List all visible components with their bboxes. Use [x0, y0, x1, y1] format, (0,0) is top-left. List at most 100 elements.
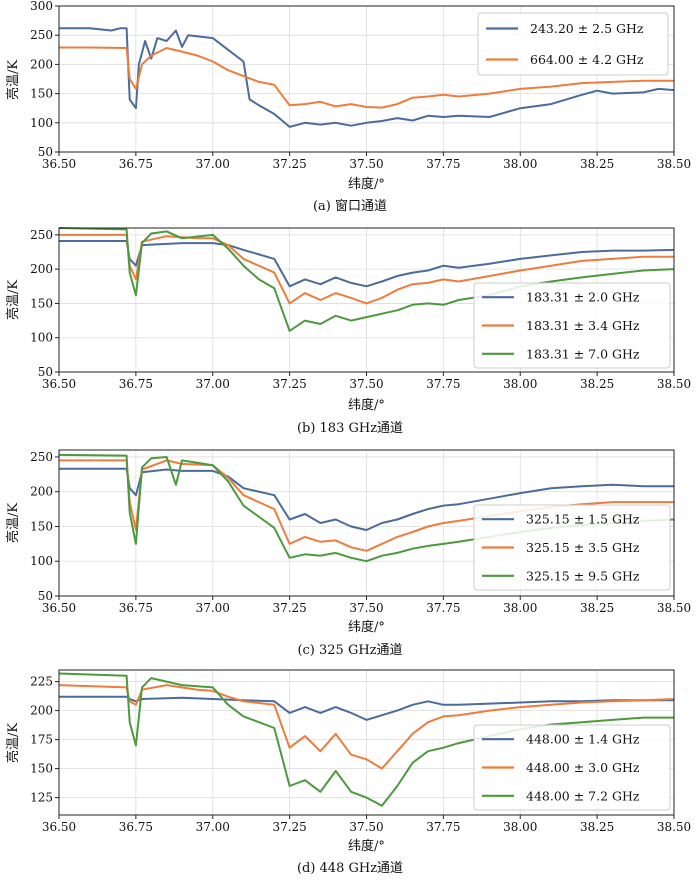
x-tick-label: 37.00 [196, 601, 230, 615]
chart-panel-2: 36.50 36.75 37.00 37.25 37.50 37.75 38.00 38.25… [5, 227, 691, 436]
x-tick-label: 38.25 [580, 157, 614, 171]
y-tick-label: 100 [30, 116, 53, 130]
y-tick-label: 50 [38, 365, 53, 379]
legend-label: 183.31 ± 2.0 GHz [526, 290, 640, 305]
y-tick-label: 300 [30, 0, 53, 13]
series-line-1 [59, 695, 674, 721]
legend-label: 664.00 ± 4.2 GHz [530, 52, 644, 67]
y-tick-label: 150 [30, 87, 53, 101]
x-tick-label: 36.75 [119, 157, 153, 171]
x-tick-label: 37.75 [426, 157, 460, 171]
legend-label: 448.00 ± 1.4 GHz [526, 732, 640, 747]
x-tick-label: 37.75 [426, 377, 460, 391]
y-tick-label: 225 [30, 675, 53, 689]
legend-box [473, 504, 671, 591]
y-axis-label: 亮温/K [5, 280, 21, 320]
x-tick-label: 37.25 [272, 157, 306, 171]
x-tick-label: 37.25 [272, 601, 306, 615]
x-tick-label: 38.00 [503, 157, 537, 171]
x-tick-label: 38.25 [580, 601, 614, 615]
x-axis-label: 纬度/° [348, 619, 385, 635]
x-tick-label: 38.50 [657, 820, 691, 834]
legend: 183.31 ± 2.0 GHz 183.31 ± 3.4 GHz 183.31 ±… [473, 282, 671, 369]
x-tick-label: 38.50 [657, 377, 691, 391]
panel-caption: (b) 183 GHz通道 [297, 421, 403, 436]
panel-caption: (a) 窗口通道 [313, 198, 387, 214]
x-tick-label: 36.50 [42, 820, 76, 834]
y-tick-label: 250 [30, 450, 53, 464]
y-tick-label: 250 [30, 28, 53, 42]
x-tick-label: 37.25 [272, 820, 306, 834]
legend-box [473, 282, 671, 369]
y-tick-label: 50 [38, 589, 53, 603]
x-tick-label: 38.50 [657, 157, 691, 171]
y-tick-label: 200 [30, 485, 53, 499]
x-axis-label: 纬度/° [348, 397, 385, 413]
x-tick-label: 36.75 [119, 377, 153, 391]
x-tick-label: 37.75 [426, 601, 460, 615]
y-tick-label: 125 [30, 791, 53, 805]
legend-label: 325.15 ± 3.5 GHz [526, 540, 640, 555]
legend-box [477, 12, 669, 76]
x-tick-label: 38.25 [580, 377, 614, 391]
x-tick-label: 36.75 [119, 601, 153, 615]
x-tick-label: 37.00 [196, 820, 230, 834]
y-tick-label: 100 [30, 554, 53, 568]
y-tick-label: 175 [30, 733, 53, 747]
x-tick-label: 38.00 [503, 820, 537, 834]
x-tick-label: 38.50 [657, 601, 691, 615]
x-tick-label: 38.00 [503, 377, 537, 391]
x-tick-label: 38.00 [503, 601, 537, 615]
x-tick-label: 37.50 [349, 157, 383, 171]
y-tick-label: 150 [30, 296, 53, 310]
legend-label: 183.31 ± 7.0 GHz [526, 346, 640, 361]
legend-label: 448.00 ± 3.0 GHz [526, 760, 640, 775]
panel-caption: (d) 448 GHz通道 [297, 861, 403, 876]
y-tick-label: 100 [30, 331, 53, 345]
y-tick-label: 200 [30, 262, 53, 276]
x-tick-label: 36.50 [42, 157, 76, 171]
y-tick-label: 150 [30, 762, 53, 776]
series-line-2 [59, 233, 674, 305]
x-axis-label: 纬度/° [348, 176, 385, 192]
x-tick-label: 37.00 [196, 157, 230, 171]
chart-panel-4: 36.50 36.75 37.00 37.25 37.50 37.75 38.00 38.25… [5, 669, 691, 876]
series-line-2 [59, 46, 674, 109]
x-tick-label: 37.50 [349, 820, 383, 834]
y-tick-label: 200 [30, 57, 53, 71]
y-axis-label: 亮温/K [5, 503, 21, 543]
y-tick-label: 200 [30, 704, 53, 718]
x-axis-label: 纬度/° [348, 838, 385, 854]
x-tick-label: 37.50 [349, 601, 383, 615]
x-tick-label: 36.75 [119, 820, 153, 834]
x-tick-label: 36.50 [42, 601, 76, 615]
legend-box [473, 724, 671, 811]
chart-panel-3: 36.50 36.75 37.00 37.25 37.50 37.75 38.00 38.25… [5, 449, 691, 658]
y-tick-label: 250 [30, 228, 53, 242]
series-line-1 [59, 467, 674, 531]
panel-caption: (c) 325 GHz通道 [297, 643, 402, 658]
y-tick-label: 150 [30, 519, 53, 533]
series-line-1 [59, 240, 675, 288]
x-tick-label: 37.00 [196, 377, 230, 391]
legend-label: 448.00 ± 7.2 GHz [526, 788, 640, 803]
series-line-2 [58, 684, 675, 770]
legend-label: 183.31 ± 3.4 GHz [526, 318, 640, 333]
legend: 243.20 ± 2.5 GHz 664.00 ± 4.2 GHz [477, 12, 669, 76]
legend-label: 243.20 ± 2.5 GHz [530, 21, 644, 36]
x-tick-label: 36.50 [42, 377, 76, 391]
y-axis-label: 亮温/K [5, 723, 21, 763]
x-tick-label: 37.75 [426, 820, 460, 834]
x-tick-label: 37.50 [349, 377, 383, 391]
series-line-1 [59, 27, 675, 128]
x-tick-label: 37.25 [272, 377, 306, 391]
x-tick-label: 38.25 [580, 820, 614, 834]
legend: 448.00 ± 1.4 GHz 448.00 ± 3.0 GHz 448.00 ±… [473, 724, 671, 811]
legend-label: 325.15 ± 9.5 GHz [526, 568, 640, 583]
legend-label: 325.15 ± 1.5 GHz [526, 512, 640, 527]
legend: 325.15 ± 1.5 GHz 325.15 ± 3.5 GHz 325.15 ±… [473, 504, 671, 591]
chart-panel-1: 36.50 36.75 37.00 37.25 37.50 37.75 38.00 38.25… [5, 0, 691, 214]
y-tick-label: 50 [38, 145, 53, 159]
y-axis-label: 亮温/K [5, 60, 21, 100]
